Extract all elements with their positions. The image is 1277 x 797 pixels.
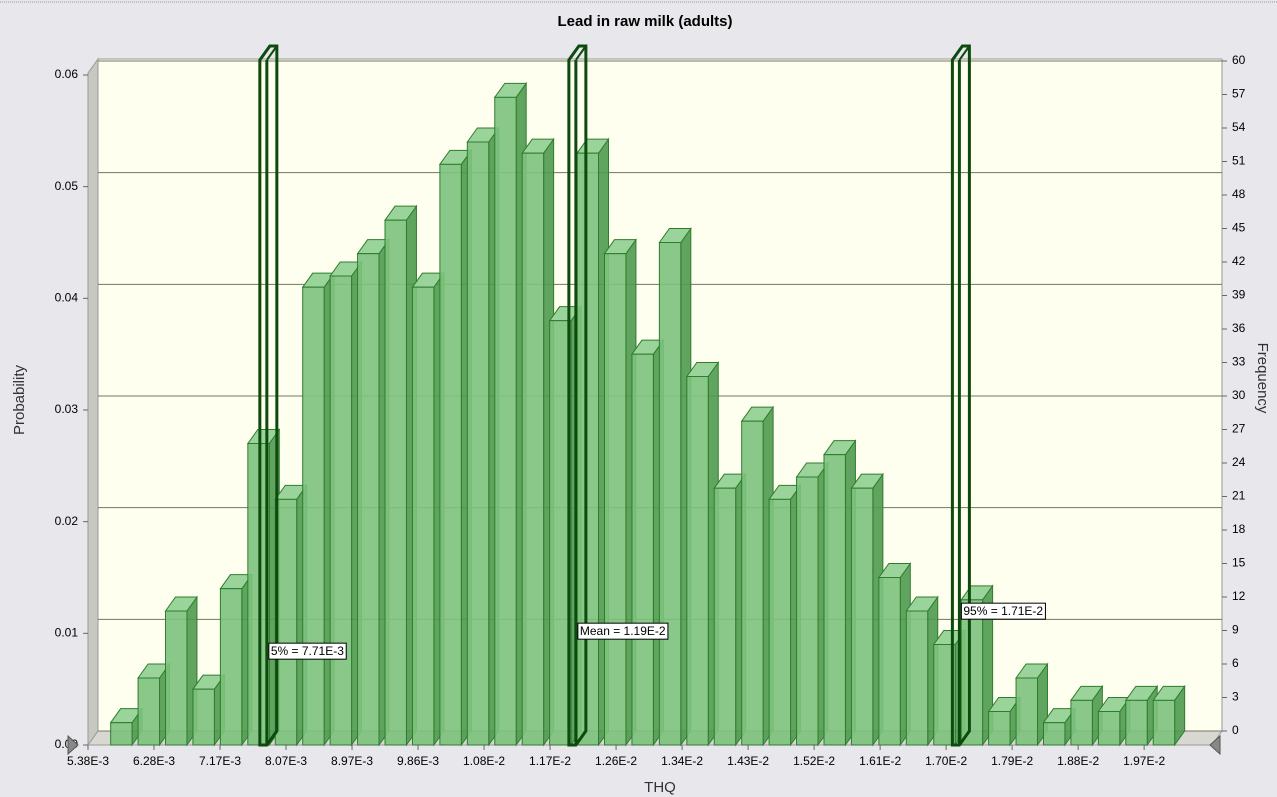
x-tick-label: 1.70E-2 bbox=[925, 754, 967, 768]
marker-label: 95% = 1.71E-2 bbox=[963, 604, 1043, 618]
x-tick-label: 1.61E-2 bbox=[859, 754, 901, 768]
bar bbox=[1015, 677, 1038, 746]
x-axis-label: THQ bbox=[644, 779, 676, 796]
x-tick-label: 8.97E-3 bbox=[331, 754, 373, 768]
x-tick-label: 1.52E-2 bbox=[793, 754, 835, 768]
bar bbox=[823, 454, 846, 746]
bar bbox=[905, 610, 929, 746]
bar bbox=[768, 498, 792, 746]
marker-label: 5% = 7.71E-3 bbox=[271, 644, 344, 658]
y-tick-label: 0.01 bbox=[55, 626, 79, 640]
y-tick-label: 0.03 bbox=[55, 402, 79, 416]
bar bbox=[411, 286, 435, 746]
marker-label-box bbox=[577, 622, 669, 640]
y2-tick-label: 6 bbox=[1232, 656, 1239, 670]
bar bbox=[878, 577, 901, 746]
y2-tick-label: 36 bbox=[1232, 321, 1246, 335]
left-wall bbox=[87, 57, 99, 747]
bar bbox=[658, 242, 682, 746]
x-tick-label: 6.28E-3 bbox=[133, 754, 175, 768]
y-tick-label: 0.02 bbox=[55, 514, 79, 528]
x-tick-label: 8.07E-3 bbox=[265, 754, 307, 768]
marker-label-box bbox=[960, 602, 1046, 620]
bar bbox=[1070, 699, 1093, 746]
x-tick-label: 1.88E-2 bbox=[1057, 754, 1099, 768]
x-tick-label: 9.86E-3 bbox=[397, 754, 439, 768]
x-tick-label: 1.17E-2 bbox=[529, 754, 571, 768]
marker-edge bbox=[575, 45, 587, 61]
y2-tick-label: 30 bbox=[1232, 388, 1246, 402]
bar bbox=[329, 275, 353, 746]
y-tick-label: 0.05 bbox=[55, 179, 79, 193]
y2-tick-label: 12 bbox=[1232, 589, 1246, 603]
bar bbox=[604, 253, 627, 746]
x-tick-label: 1.97E-2 bbox=[1123, 754, 1165, 768]
bar bbox=[521, 152, 545, 746]
y2-tick-label: 60 bbox=[1232, 53, 1246, 67]
bar bbox=[713, 487, 737, 746]
y2-tick-label: 48 bbox=[1232, 187, 1246, 201]
bar bbox=[1097, 711, 1121, 746]
y2-tick-label: 21 bbox=[1232, 489, 1246, 503]
bar bbox=[439, 163, 462, 746]
y2-tick-label: 54 bbox=[1232, 120, 1246, 134]
bar bbox=[960, 599, 984, 746]
bar bbox=[1125, 699, 1148, 746]
y2-tick-label: 33 bbox=[1232, 355, 1246, 369]
x-tick-label: 1.79E-2 bbox=[991, 754, 1033, 768]
bar bbox=[850, 487, 874, 746]
y2-tick-label: 42 bbox=[1232, 254, 1246, 268]
y-tick-label: 0.04 bbox=[55, 291, 79, 305]
y2-tick-label: 45 bbox=[1232, 221, 1246, 235]
bar bbox=[384, 219, 407, 746]
bar bbox=[741, 420, 764, 746]
y2-tick-label: 3 bbox=[1232, 690, 1239, 704]
y2-tick-label: 27 bbox=[1232, 422, 1246, 436]
bar bbox=[192, 688, 215, 746]
bar bbox=[466, 141, 490, 746]
marker-label-box bbox=[268, 642, 347, 660]
bar bbox=[219, 588, 243, 746]
marker-label: Mean = 1.19E-2 bbox=[580, 624, 666, 638]
y2-axis-label: Frequency bbox=[1254, 343, 1271, 414]
y2-tick-label: 0 bbox=[1232, 723, 1239, 737]
x-tick-label: 1.34E-2 bbox=[661, 754, 703, 768]
bar bbox=[302, 286, 325, 746]
y2-tick-label: 15 bbox=[1232, 556, 1246, 570]
bar bbox=[357, 253, 380, 746]
bar bbox=[165, 610, 188, 746]
bar bbox=[1152, 699, 1176, 746]
bar bbox=[631, 353, 654, 746]
bar bbox=[988, 711, 1011, 746]
y-tick-label: 0.06 bbox=[55, 67, 79, 81]
y2-tick-label: 18 bbox=[1232, 522, 1246, 536]
bar bbox=[494, 96, 517, 746]
axis-arrow bbox=[67, 734, 79, 756]
x-tick-label: 1.26E-2 bbox=[595, 754, 637, 768]
x-tick-label: 1.08E-2 bbox=[463, 754, 505, 768]
bar bbox=[549, 320, 572, 746]
y-axis-label: Probability bbox=[11, 364, 28, 435]
bar bbox=[686, 376, 709, 746]
y2-tick-label: 24 bbox=[1232, 455, 1246, 469]
axis-arrow bbox=[1209, 734, 1221, 756]
bar bbox=[1042, 722, 1066, 746]
marker-edge bbox=[266, 45, 278, 61]
bar bbox=[796, 476, 819, 746]
bar bbox=[137, 677, 161, 746]
y2-tick-label: 39 bbox=[1232, 288, 1246, 302]
bar bbox=[933, 644, 956, 746]
x-tick-label: 1.43E-2 bbox=[727, 754, 769, 768]
marker-edge bbox=[958, 45, 971, 61]
y2-tick-label: 51 bbox=[1232, 154, 1246, 168]
x-tick-label: 7.17E-3 bbox=[199, 754, 241, 768]
y2-tick-label: 57 bbox=[1232, 87, 1246, 101]
y2-tick-label: 9 bbox=[1232, 623, 1239, 637]
bar bbox=[274, 498, 298, 746]
bar bbox=[110, 722, 133, 746]
bar bbox=[576, 152, 600, 746]
chart-title: Lead in raw milk (adults) bbox=[557, 13, 732, 30]
x-tick-label: 5.38E-3 bbox=[67, 754, 109, 768]
